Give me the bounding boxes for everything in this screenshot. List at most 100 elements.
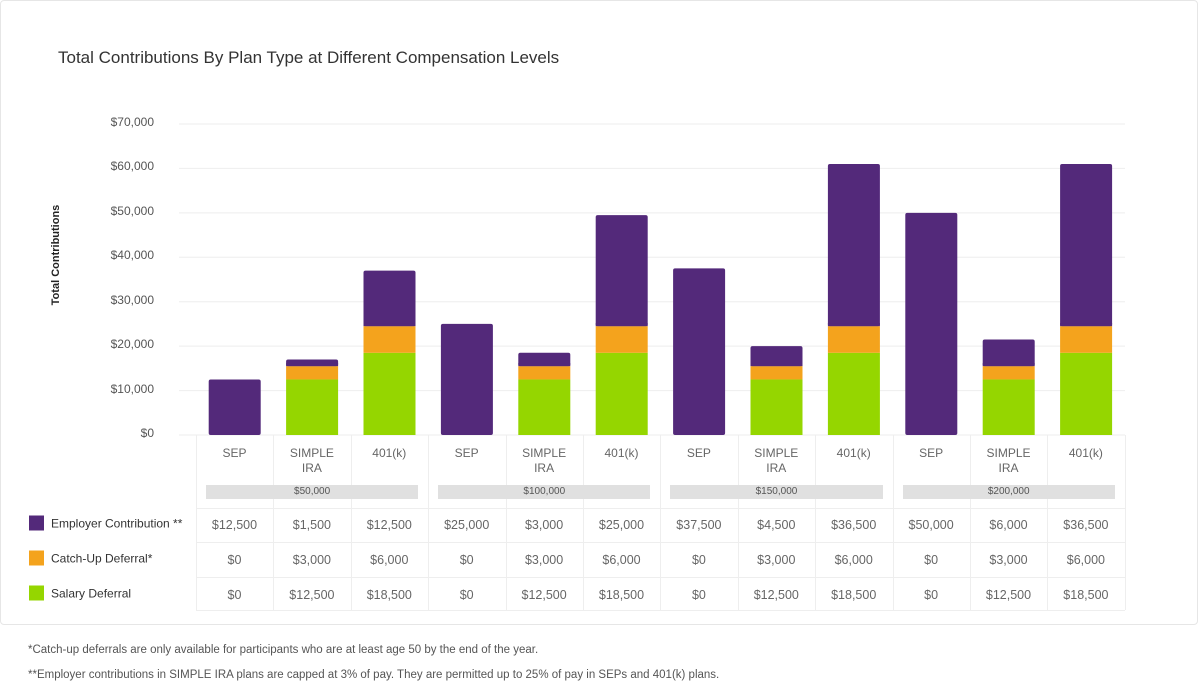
bar-segment-employer[interactable] [982,339,1035,367]
table-cell: $6,000 [989,518,1028,532]
plan-type-header: 401(k) [836,446,871,460]
table-cell: $3,000 [757,553,796,567]
bar-segment-catchup[interactable] [363,326,416,353]
legend-label: Catch-Up Deferral* [51,551,153,565]
table-column-divider [970,435,971,610]
bar-segment-salary[interactable] [1060,352,1113,435]
table-cell: $36,500 [1063,518,1109,532]
y-tick-label: $0 [140,426,154,440]
bar-segment-corner [286,363,339,367]
table-cell: $12,500 [985,588,1032,602]
table-cell: $0 [924,553,939,567]
table-column-divider [1124,435,1126,610]
plan-type-header: 401(k) [604,446,639,460]
bar-segment-salary[interactable] [827,352,880,435]
table-column-divider [892,435,894,610]
plan-type-header: SEP [222,446,247,460]
bar-segment-employer[interactable] [518,352,571,367]
bar-segment-catchup[interactable] [595,326,648,353]
table-cell: $0 [924,588,939,602]
legend-item-catchup[interactable]: Catch-Up Deferral* [29,550,153,566]
y-tick-label: $40,000 [110,248,154,263]
plan-type-header: SEP [454,446,479,460]
table-cell: $1,500 [292,518,331,532]
bar-segment-employer[interactable] [1060,163,1113,327]
bar-segment-corner [363,323,416,327]
table-cell: $3,000 [524,518,564,532]
bar-segment-salary[interactable] [363,352,416,435]
table-row-divider [196,542,1125,543]
bar-segment-corner [750,363,803,367]
plot-area [179,123,1125,436]
table-cell: $25,000 [598,518,645,532]
table-cell: $0 [691,588,706,602]
table-column-divider [505,435,507,610]
table-cell: $0 [227,588,242,602]
bar-segment-employer[interactable] [595,215,648,327]
table-column-divider [273,435,275,610]
chart-title: Total Contributions By Plan Type at Diff… [58,48,560,67]
footnote-catchup: *Catch-up deferrals are only available f… [28,644,539,656]
chart-card: Total Contributions By Plan Type at Diff… [0,0,1198,625]
table-cell: $0 [459,553,474,567]
plan-type-header: SIMPLE IRA [986,446,1031,475]
bar-segment-employer[interactable] [827,163,880,327]
plan-type-header: SIMPLE IRA [522,446,567,475]
y-tick-label: $50,000 [110,203,154,218]
y-tick-label: $20,000 [110,337,154,352]
bar-segment-employer[interactable] [905,212,958,435]
table-cell: $12,500 [289,588,335,602]
bar-segment-salary[interactable] [595,352,648,435]
table-row-divider [196,610,1125,611]
bar-segment-salary[interactable] [518,379,571,435]
table-row-divider [196,508,1125,509]
table-cell: $6,000 [370,553,409,567]
table-cell: $0 [691,553,706,567]
legend-label: Salary Deferral [51,586,132,600]
table-column-divider [660,435,662,610]
bar-segment-employer[interactable] [750,346,803,367]
plan-type-header: SEP [686,446,711,460]
plan-type-header: SIMPLE IRA [754,446,799,475]
table-cell: $4,500 [757,518,796,532]
bar-segment-salary[interactable] [286,379,339,435]
bar-segment-employer[interactable] [363,270,416,327]
bar-segment-employer[interactable] [208,379,261,435]
bar-segment-employer[interactable] [440,323,493,435]
bar-segment-catchup[interactable] [1060,326,1113,353]
plan-type-header: SEP [919,446,944,460]
table-cell: $12,500 [366,518,412,532]
legend-swatch-salary [29,585,44,601]
y-tick-label: $30,000 [110,292,154,307]
table-cell: $0 [459,588,474,602]
table-cell: $3,000 [292,553,331,567]
table-cell: $6,000 [834,553,873,567]
table-row-divider [196,577,1125,578]
bar-segment-catchup[interactable] [750,366,803,380]
bar-segment-employer[interactable] [673,268,726,435]
y-tick-label: $60,000 [110,159,154,174]
table-cell: $50,000 [908,518,954,532]
bar-segment-salary[interactable] [750,379,803,435]
compensation-level-band: $50,000 [206,485,419,499]
table-cell: $12,500 [753,588,799,602]
table-cell: $3,000 [989,553,1028,567]
legend-item-salary[interactable]: Salary Deferral [29,585,132,601]
bar-segment-catchup[interactable] [827,326,880,353]
bar-segment-corner [518,363,571,367]
bar-segment-catchup[interactable] [286,366,339,380]
bar-segment-corner [595,323,648,327]
bar-segment-catchup[interactable] [982,366,1035,380]
footnote-employer: **Employer contributions in SIMPLE IRA p… [28,669,720,681]
bar-segment-salary[interactable] [982,379,1035,435]
plan-type-header: SIMPLE IRA [289,446,334,475]
table-cell: $3,000 [524,553,564,567]
table-cell: $18,500 [366,588,412,602]
bar-segment-catchup[interactable] [518,366,571,380]
table-cell: $25,000 [444,518,490,532]
y-tick-label: $70,000 [110,115,154,129]
table-cell: $12,500 [211,518,258,532]
table-cell: $37,500 [676,518,722,532]
legend-swatch-catchup [29,550,44,566]
legend-item-employer[interactable]: Employer Contribution ** [29,515,182,531]
